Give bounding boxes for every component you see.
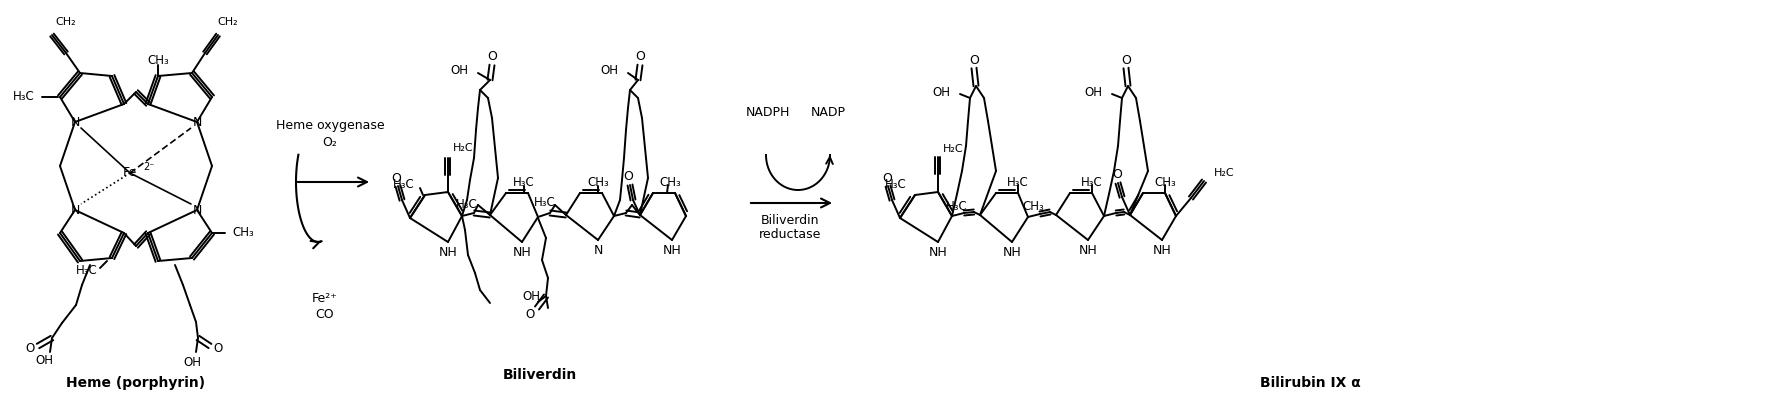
- Text: reductase: reductase: [758, 227, 820, 241]
- Text: N: N: [71, 203, 80, 217]
- Text: N: N: [193, 203, 202, 217]
- Text: O: O: [487, 51, 496, 63]
- Text: H₃C: H₃C: [393, 178, 415, 192]
- Text: OH: OH: [450, 63, 468, 77]
- Text: Heme oxygenase: Heme oxygenase: [276, 119, 385, 132]
- Text: Fe: Fe: [122, 166, 136, 180]
- Text: H₃C: H₃C: [886, 178, 907, 192]
- Text: NH: NH: [1079, 243, 1097, 257]
- Text: Heme (porphyrin): Heme (porphyrin): [66, 376, 206, 390]
- Text: CH₂: CH₂: [55, 17, 76, 27]
- Text: OH: OH: [932, 85, 950, 99]
- Text: H₂C: H₂C: [1214, 168, 1235, 178]
- Text: NH: NH: [1003, 245, 1021, 259]
- Text: O: O: [634, 51, 645, 63]
- Text: O: O: [1113, 168, 1122, 182]
- Text: CH₃: CH₃: [1154, 176, 1177, 190]
- Text: NH: NH: [1152, 243, 1171, 257]
- Text: NH: NH: [439, 245, 457, 259]
- Text: O: O: [1122, 53, 1131, 67]
- Text: 2⁻: 2⁻: [144, 162, 154, 172]
- Text: N: N: [594, 243, 602, 257]
- Text: H₃C: H₃C: [76, 263, 97, 277]
- Text: CO: CO: [315, 308, 335, 322]
- Text: NADPH: NADPH: [746, 105, 790, 119]
- Text: H₃C: H₃C: [455, 198, 478, 211]
- Text: O: O: [624, 170, 633, 184]
- Text: CH₃: CH₃: [147, 53, 168, 67]
- Text: O: O: [969, 53, 978, 67]
- Text: OH: OH: [601, 63, 618, 77]
- Text: NH: NH: [663, 243, 682, 257]
- Text: H₃C: H₃C: [1081, 176, 1102, 190]
- Text: CH₃: CH₃: [1022, 201, 1044, 213]
- Text: NH: NH: [512, 245, 532, 259]
- Text: H₂C: H₂C: [943, 144, 964, 154]
- Text: O: O: [882, 172, 891, 184]
- Text: CH₃: CH₃: [232, 227, 253, 239]
- Text: O₂: O₂: [323, 136, 337, 148]
- Text: H₃C: H₃C: [12, 91, 35, 103]
- Text: N: N: [71, 115, 80, 128]
- Text: Bilirubin IX α: Bilirubin IX α: [1260, 376, 1361, 390]
- Text: Fe²⁺: Fe²⁺: [312, 292, 338, 304]
- Text: Biliverdin: Biliverdin: [503, 368, 578, 382]
- Text: O: O: [213, 342, 223, 356]
- Text: H₃C: H₃C: [1006, 176, 1030, 190]
- Text: NADP: NADP: [810, 105, 845, 119]
- Text: OH: OH: [183, 356, 200, 369]
- Text: H₃C: H₃C: [946, 201, 968, 213]
- Text: CH₂: CH₂: [218, 17, 237, 27]
- Text: O: O: [25, 342, 35, 354]
- Text: OH: OH: [523, 290, 540, 304]
- Text: H₃C: H₃C: [514, 176, 535, 190]
- Text: H₂C: H₂C: [454, 143, 473, 153]
- Text: N: N: [193, 115, 202, 128]
- Text: Biliverdin: Biliverdin: [760, 213, 819, 227]
- Text: H₃C: H₃C: [533, 196, 556, 209]
- Text: CH₃: CH₃: [587, 176, 610, 190]
- Text: O: O: [392, 172, 400, 184]
- Text: CH₃: CH₃: [659, 176, 680, 188]
- Text: OH: OH: [35, 354, 53, 367]
- Text: O: O: [525, 308, 535, 320]
- Text: OH: OH: [1084, 85, 1102, 99]
- Text: NH: NH: [929, 245, 948, 259]
